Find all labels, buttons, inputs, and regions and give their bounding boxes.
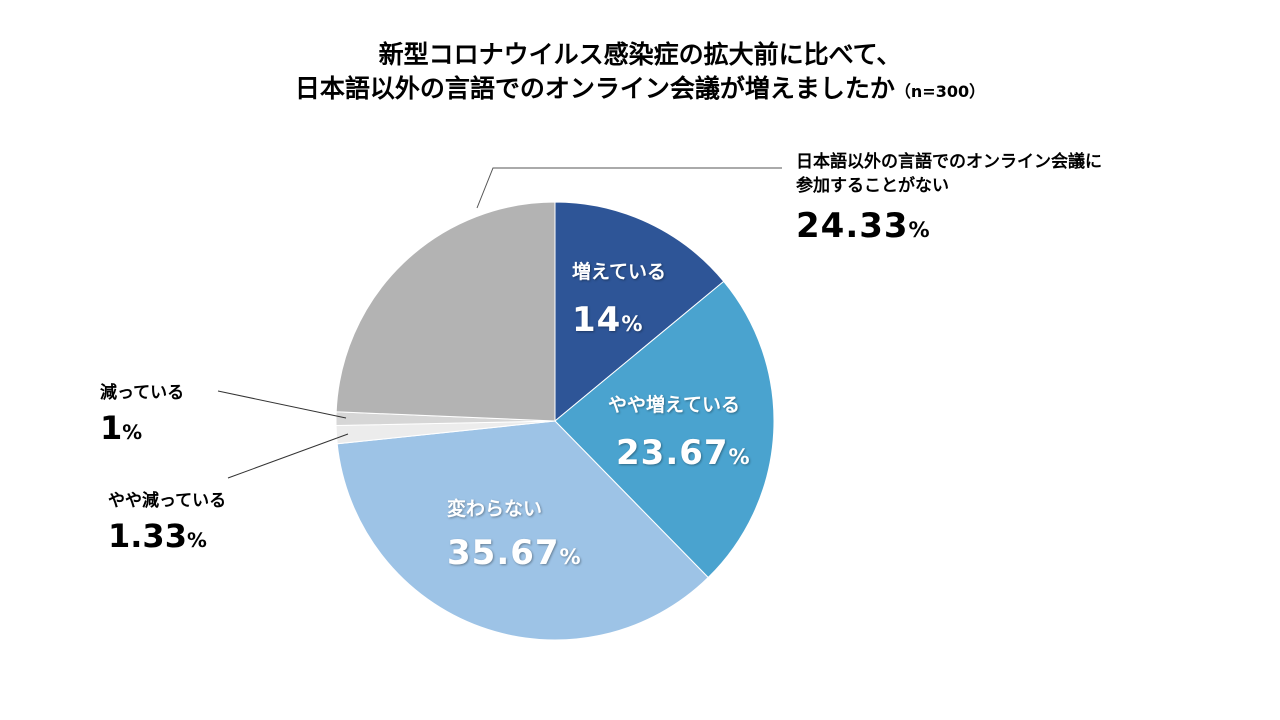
slice-label-increased-value: 14% [572,300,666,340]
decreased-unit: % [122,421,143,444]
chart-title-line2: 日本語以外の言語でのオンライン会議が増えましたか（n=300） [0,72,1280,109]
slice-label-decreased-value: 1% [100,409,184,447]
slice-label-decreased-name: 減っている [100,383,185,403]
sample-size: （n=300） [894,82,986,101]
slice-label-slightly-decreased: やや減っている 1.33% [108,486,226,555]
pie-slice-no-participation [335,201,556,422]
unchanged-unit: % [559,544,582,569]
increased-value: 14 [572,300,622,340]
slice-label-slightly-increased-name: やや増えている [608,394,741,416]
no-participation-name-line1: 日本語以外の言語でのオンライン会議に [796,152,1102,172]
slice-label-unchanged-name: 変わらない [447,498,543,520]
chart-title: 新型コロナウイルス感染症の拡大前に比べて、 日本語以外の言語でのオンライン会議が… [0,38,1280,109]
slightly-increased-unit: % [728,444,751,469]
decreased-value: 1 [100,409,123,447]
slice-label-slightly-decreased-name: やや減っている [108,491,227,511]
leader-line-no-participation [476,167,782,209]
slice-label-unchanged: 変わらない 35.67% [447,494,582,573]
slice-label-no-participation: 日本語以外の言語でのオンライン会議に 参加することがない 24.33% [796,150,1102,246]
slice-label-unchanged-value: 35.67% [447,533,582,573]
slice-label-increased: 増えている 14% [572,257,666,340]
chart-title-line1: 新型コロナウイルス感染症の拡大前に比べて、 [378,40,902,69]
pie-slice-unchanged [336,420,709,641]
leader-line-decreased [217,390,347,419]
slice-label-increased-name: 増えている [572,261,667,283]
leader-line-slightly-decreased [227,433,349,479]
unchanged-value: 35.67 [447,533,560,573]
slightly-decreased-unit: % [186,529,207,552]
slightly-decreased-value: 1.33 [108,517,187,555]
no-participation-value: 24.33 [796,206,909,246]
slice-label-slightly-increased-value: 23.67% [616,433,751,473]
slice-label-slightly-decreased-value: 1.33% [108,517,226,555]
no-participation-unit: % [908,217,931,242]
slice-label-decreased: 減っている 1% [100,378,184,447]
pie-slice-slightly-increased [554,280,775,579]
no-participation-name-line2: 参加することがない [796,176,949,196]
pie-slice-increased [554,201,725,423]
chart-title-question: 日本語以外の言語でのオンライン会議が増えましたか [294,74,895,103]
slightly-increased-value: 23.67 [616,433,729,473]
increased-unit: % [621,311,644,336]
slice-label-slightly-increased: やや増えている 23.67% [608,390,751,473]
slice-label-no-participation-value: 24.33% [796,206,1102,246]
